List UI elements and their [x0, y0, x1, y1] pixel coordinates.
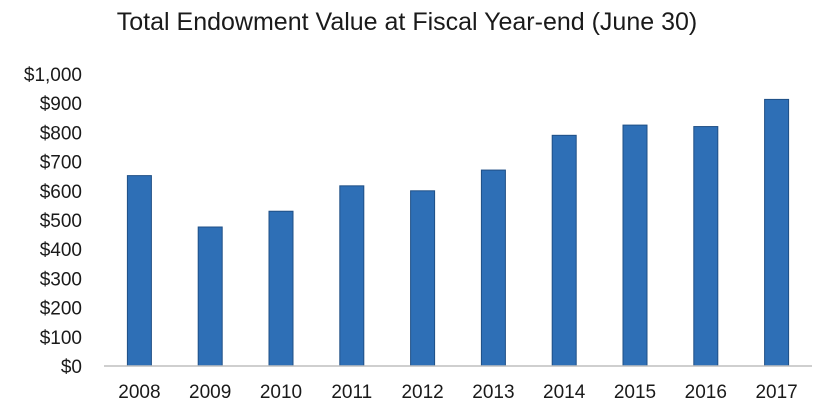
x-tick-label: 2012 [401, 382, 443, 403]
x-tick-label: 2013 [472, 382, 514, 403]
bar-2008 [126, 175, 152, 367]
bar-2015 [622, 124, 648, 367]
bar-2013 [480, 169, 506, 367]
x-tick-label: 2015 [614, 382, 656, 403]
y-tick-label: $600 [40, 182, 82, 203]
y-tick-label: $300 [40, 269, 82, 290]
bars [126, 98, 790, 367]
y-tick-label: $500 [40, 211, 82, 232]
bar-2012 [410, 190, 436, 367]
x-tick-label: 2017 [755, 382, 797, 403]
x-axis-ticks: 2008 2009 2010 2011 2012 2013 2014 2015 2016 2017 [118, 382, 797, 403]
chart-title: Total Endowment Value at Fiscal Year-end… [116, 8, 698, 36]
bar-2010 [268, 210, 294, 367]
y-tick-label: $1,000 [24, 65, 82, 86]
x-tick-label: 2016 [685, 382, 727, 403]
y-tick-label: $400 [40, 240, 82, 261]
y-tick-label: $800 [40, 123, 82, 144]
x-tick-label: 2008 [118, 382, 160, 403]
bar-2017 [764, 98, 790, 367]
y-tick-label: $200 [40, 299, 82, 320]
y-tick-label: $100 [40, 328, 82, 349]
x-tick-label: 2011 [331, 382, 372, 403]
y-axis-ticks: $0 $100 $200 $300 $400 $500 $600 $700 $800 $900 $1… [24, 65, 82, 378]
y-tick-label: $0 [61, 357, 82, 378]
bar-2011 [339, 185, 365, 367]
bar-2014 [551, 134, 577, 367]
bar-2016 [693, 126, 719, 367]
x-tick-label: 2010 [260, 382, 302, 403]
bar-2009 [197, 226, 223, 367]
y-tick-label: $700 [40, 153, 82, 174]
x-tick-label: 2009 [189, 382, 231, 403]
x-tick-label: 2014 [543, 382, 586, 403]
y-tick-label: $900 [40, 94, 82, 115]
